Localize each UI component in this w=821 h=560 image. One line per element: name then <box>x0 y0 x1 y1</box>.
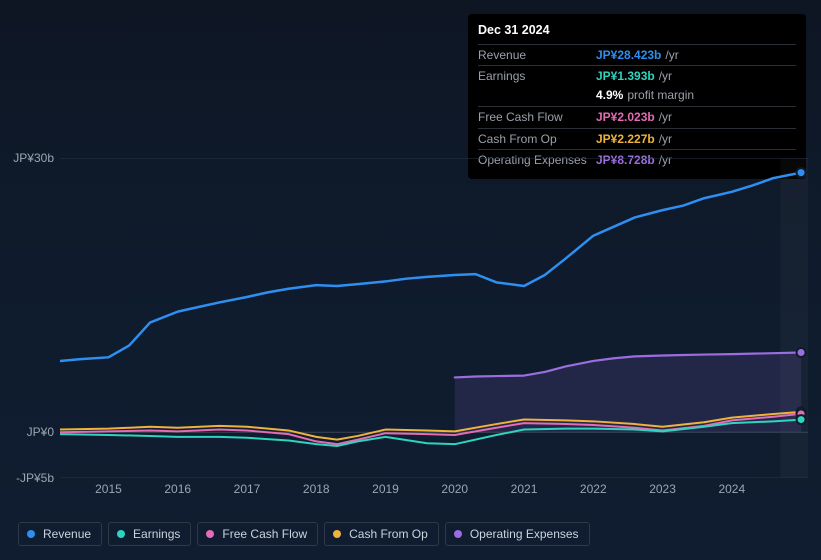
x-tick-label: 2024 <box>718 482 745 496</box>
tooltip-value: JP¥28.423b <box>596 47 661 64</box>
legend-dot-icon <box>206 530 214 538</box>
y-tick-label: JP¥30b <box>13 151 54 165</box>
y-tick-label: -JP¥5b <box>16 471 54 485</box>
legend-dot-icon <box>117 530 125 538</box>
tooltip-unit: /yr <box>665 47 678 64</box>
x-tick-label: 2017 <box>234 482 261 496</box>
series-marker <box>797 415 806 424</box>
tooltip-sub-unit: profit margin <box>627 87 694 104</box>
tooltip-row: RevenueJP¥28.423b/yr <box>478 44 796 66</box>
tooltip-unit: /yr <box>659 131 672 148</box>
tooltip-unit: /yr <box>659 109 672 126</box>
x-tick-label: 2015 <box>95 482 122 496</box>
legend-dot-icon <box>27 530 35 538</box>
x-tick-label: 2023 <box>649 482 676 496</box>
tooltip-label: Earnings <box>478 68 596 85</box>
legend-label: Free Cash Flow <box>222 527 307 541</box>
legend-dot-icon <box>454 530 462 538</box>
tooltip-unit: /yr <box>659 68 672 85</box>
x-tick-label: 2020 <box>441 482 468 496</box>
tooltip-row: Cash From OpJP¥2.227b/yr <box>478 128 796 150</box>
chart-container: JP¥30bJP¥0-JP¥5b 20152016201720182019202… <box>0 158 821 556</box>
plot-area[interactable] <box>60 158 808 478</box>
chart-tooltip: Dec 31 2024 RevenueJP¥28.423b/yrEarnings… <box>468 14 806 179</box>
tooltip-date: Dec 31 2024 <box>478 22 796 44</box>
x-tick-label: 2018 <box>303 482 330 496</box>
x-tick-label: 2021 <box>511 482 538 496</box>
tooltip-label: Cash From Op <box>478 131 596 148</box>
series-marker <box>797 348 806 357</box>
tooltip-sub-value: 4.9% <box>596 87 623 104</box>
tooltip-sub-row: 4.9%profit margin <box>478 87 796 106</box>
legend: Revenue Earnings Free Cash Flow Cash From O… <box>18 522 590 546</box>
legend-label: Earnings <box>133 527 180 541</box>
legend-item[interactable]: Cash From Op <box>324 522 439 546</box>
series-line <box>60 173 801 361</box>
tooltip-label: Free Cash Flow <box>478 109 596 126</box>
tooltip-row: Free Cash FlowJP¥2.023b/yr <box>478 106 796 128</box>
legend-item[interactable]: Revenue <box>18 522 102 546</box>
y-tick-label: JP¥0 <box>27 425 54 439</box>
tooltip-value: JP¥2.023b <box>596 109 655 126</box>
x-tick-label: 2022 <box>580 482 607 496</box>
legend-item[interactable]: Free Cash Flow <box>197 522 318 546</box>
series-marker <box>797 168 806 177</box>
tooltip-label: Revenue <box>478 47 596 64</box>
legend-item[interactable]: Operating Expenses <box>445 522 590 546</box>
legend-label: Revenue <box>43 527 91 541</box>
x-tick-label: 2016 <box>164 482 191 496</box>
legend-dot-icon <box>333 530 341 538</box>
tooltip-row: EarningsJP¥1.393b/yr <box>478 65 796 87</box>
legend-item[interactable]: Earnings <box>108 522 191 546</box>
legend-label: Operating Expenses <box>470 527 579 541</box>
legend-label: Cash From Op <box>349 527 428 541</box>
tooltip-value: JP¥2.227b <box>596 131 655 148</box>
x-axis: 2015 2016 2017 2018 2019 2020 2021 2022 2023 2024 <box>60 478 808 504</box>
tooltip-value: JP¥1.393b <box>596 68 655 85</box>
y-axis: JP¥30bJP¥0-JP¥5b <box>0 158 60 556</box>
x-tick-label: 2019 <box>372 482 399 496</box>
